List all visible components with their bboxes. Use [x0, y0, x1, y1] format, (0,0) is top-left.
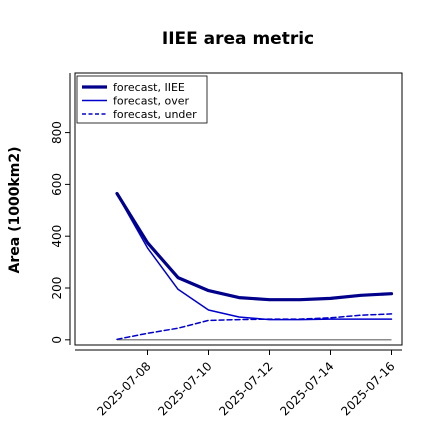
series-line-forecast-iiee: [115, 191, 394, 302]
x-tick-label: 2025-07-14: [277, 359, 336, 418]
series-line-forecast-under: [116, 313, 393, 341]
legend-label: forecast, under: [113, 108, 197, 121]
x-tick-label: 2025-07-08: [94, 359, 153, 418]
series-layer: [115, 191, 394, 341]
x-tick-label: 2025-07-16: [338, 359, 397, 418]
legend-box: [76, 75, 208, 124]
x-axis: 2025-07-08 2025-07-10 2025-07-12 2025-07-14…: [75, 349, 402, 418]
x-tick-label: 2025-07-12: [216, 359, 275, 418]
y-tick-label: 800: [50, 121, 64, 144]
legend-label: forecast, over: [113, 95, 189, 108]
y-tick-label: 600: [50, 173, 64, 196]
plot-area: [74, 72, 403, 346]
x-tick-label: 2025-07-10: [155, 359, 214, 418]
series-line-forecast-over: [116, 193, 393, 321]
y-tick-label: 0: [50, 336, 64, 344]
y-tick-label: 400: [50, 225, 64, 248]
y-tick-label: 200: [50, 277, 64, 300]
legend-label: forecast, IIEE: [113, 81, 185, 94]
y-axis: 0 200 400 600 800: [50, 73, 71, 345]
y-axis-label: Area (1000km2): [7, 147, 23, 274]
chart-title: IIEE area metric: [162, 29, 314, 49]
